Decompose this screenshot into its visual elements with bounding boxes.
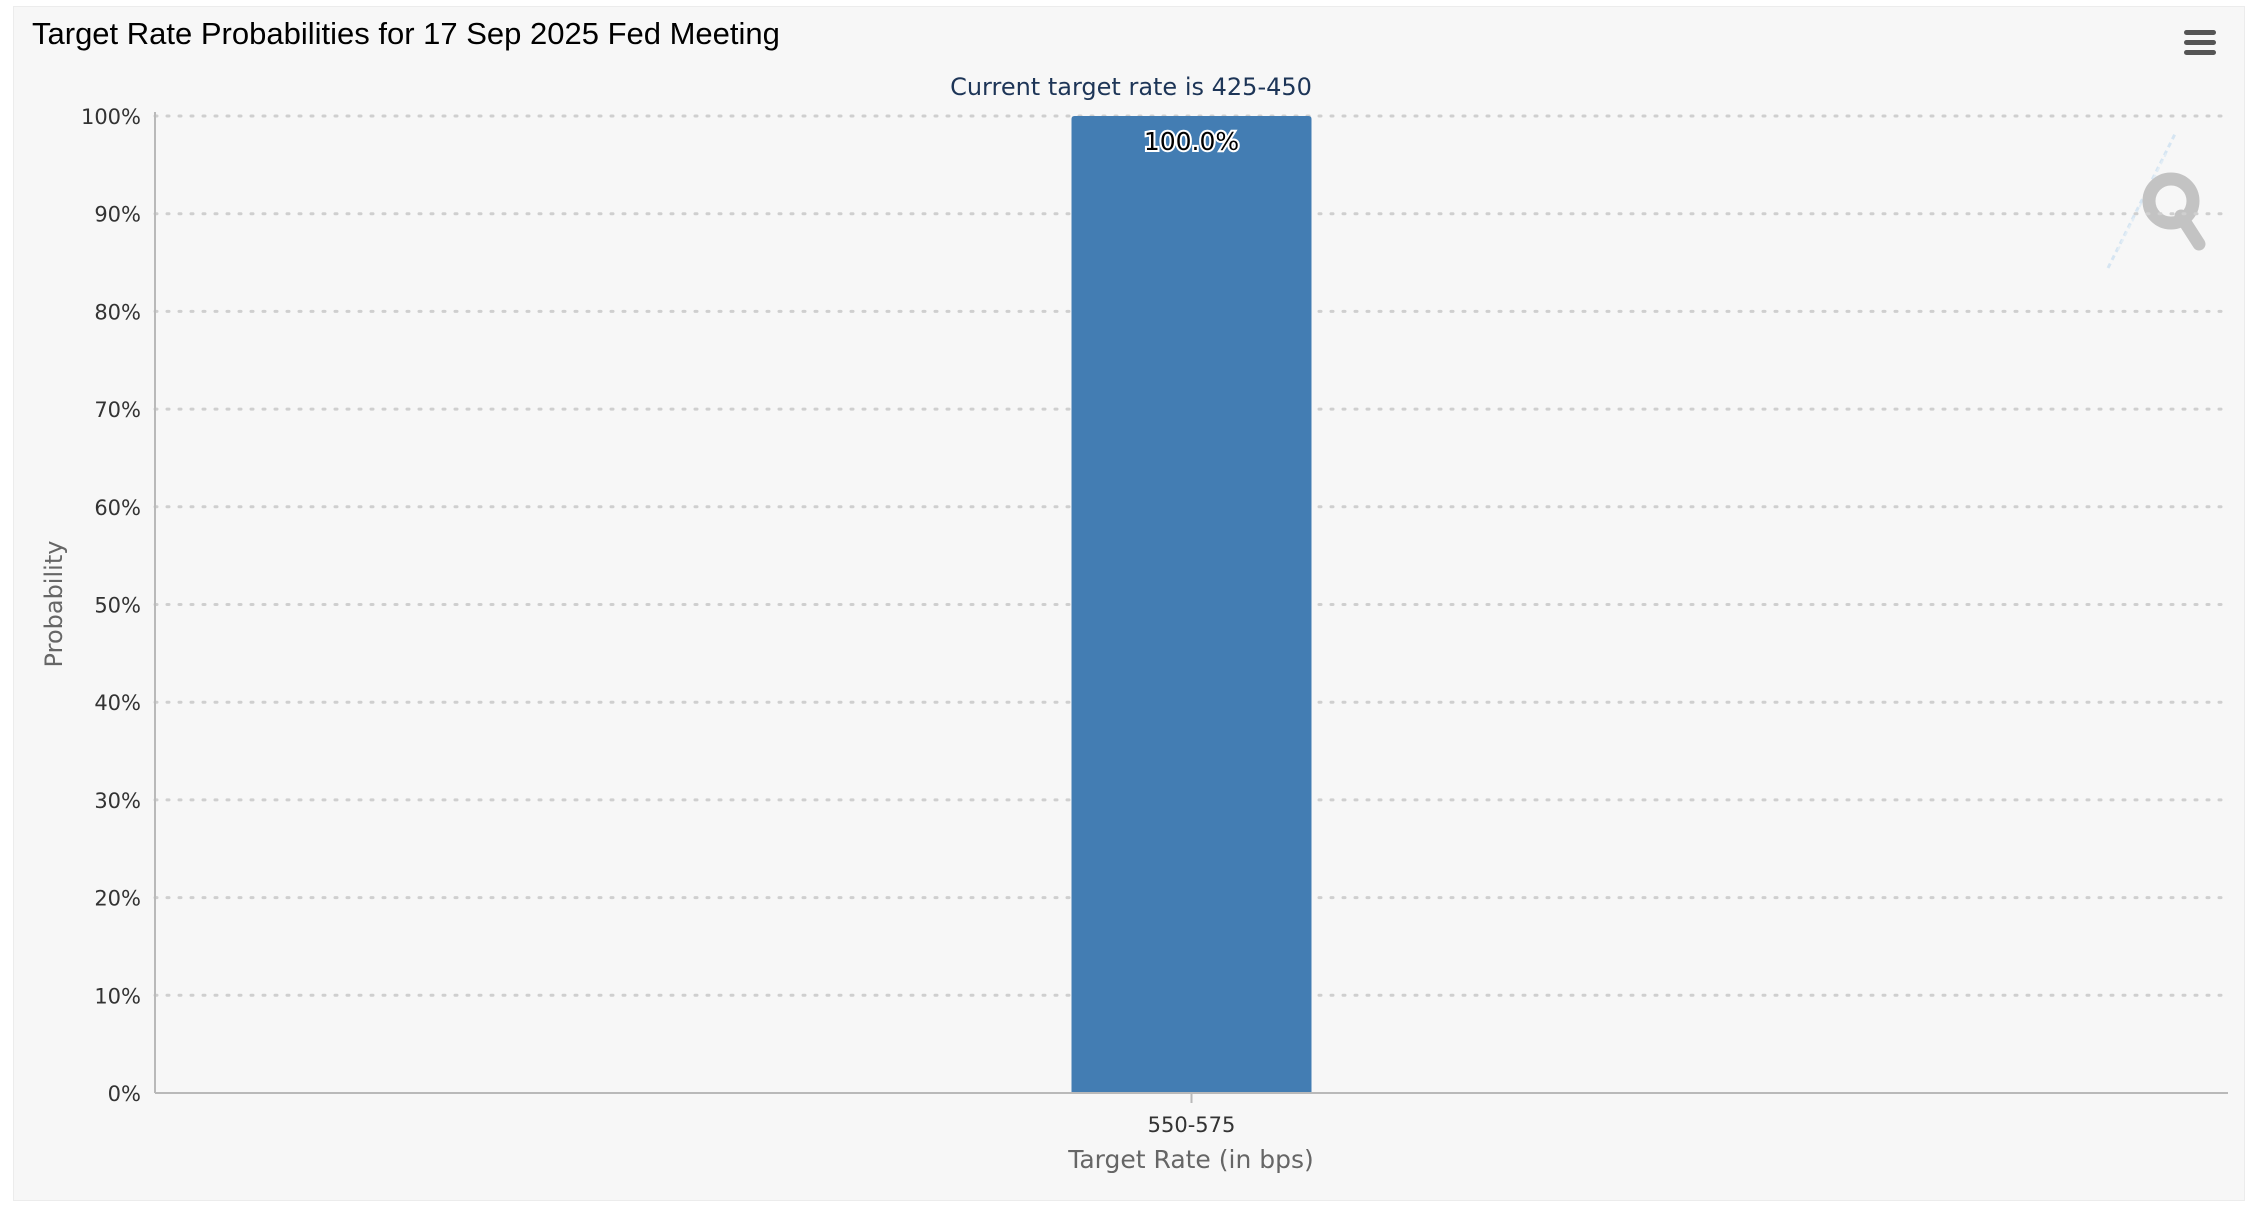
chart-subtitle: Current target rate is 425-450: [950, 73, 1312, 101]
y-tick-label: 30%: [94, 789, 141, 813]
x-axis-title: Target Rate (in bps): [1067, 1145, 1314, 1174]
menu-line: [2184, 40, 2216, 45]
menu-line: [2184, 30, 2216, 35]
y-tick-label: 60%: [94, 496, 141, 520]
chart-title: Target Rate Probabilities for 17 Sep 202…: [32, 16, 780, 51]
y-tick-label: 0%: [108, 1082, 141, 1106]
y-tick-label: 20%: [94, 887, 141, 911]
bar-data-label: 100.0%: [1144, 127, 1239, 156]
bar: [1071, 116, 1312, 1093]
menu-line: [2184, 50, 2216, 55]
y-tick-label: 40%: [94, 691, 141, 715]
y-tick-label: 90%: [94, 203, 141, 227]
x-tick-label: 550-575: [1148, 1113, 1236, 1137]
y-tick-label: 80%: [94, 300, 141, 324]
y-tick-label: 100%: [81, 105, 141, 129]
y-tick-label: 10%: [94, 984, 141, 1008]
quikstrike-q-logo-icon: [2106, 131, 2206, 269]
hamburger-menu-icon[interactable]: [2182, 28, 2218, 58]
y-axis-title: Probability: [40, 541, 68, 668]
y-tick-label: 70%: [94, 398, 141, 422]
y-tick-label: 50%: [94, 594, 141, 618]
